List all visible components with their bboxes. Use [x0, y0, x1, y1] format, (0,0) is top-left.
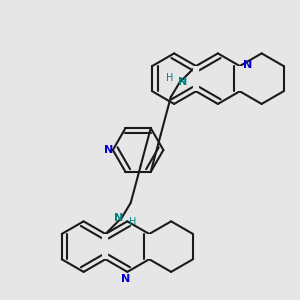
Text: N: N [243, 59, 252, 70]
Text: H: H [166, 73, 173, 83]
Text: N: N [114, 213, 124, 223]
Text: N: N [121, 274, 130, 284]
Text: H: H [128, 217, 136, 227]
Text: N: N [178, 77, 187, 87]
Text: N: N [104, 145, 113, 155]
